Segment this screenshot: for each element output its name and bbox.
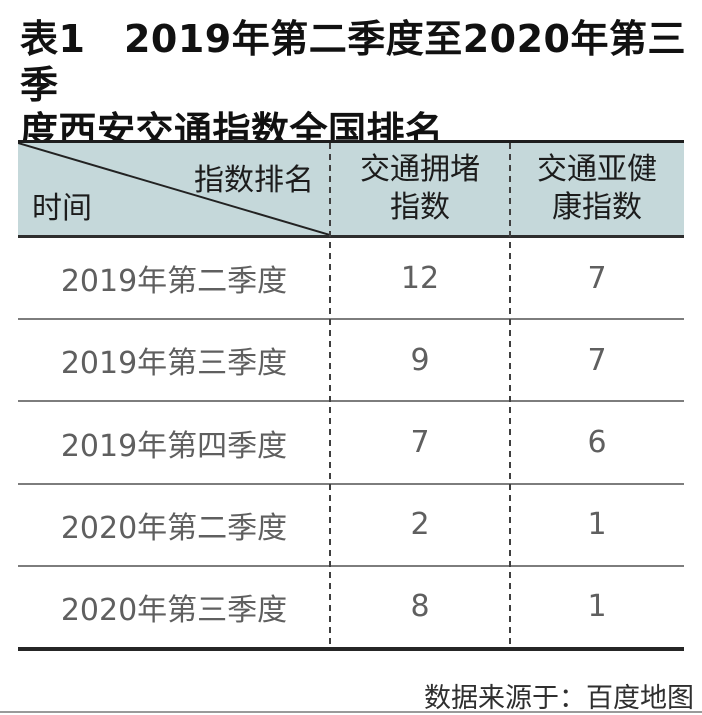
cell-subhealth-index: 7 — [587, 342, 607, 378]
cell-time: 2020年第二季度 — [60, 510, 288, 546]
table-row: 2019年第三季度 9 7 — [18, 320, 684, 403]
header-subhealth-line1: 交通亚健 — [537, 152, 657, 187]
cell-congestion-index: 8 — [410, 589, 430, 625]
corner-label-time: 时间 — [32, 191, 92, 226]
cell-subhealth-index: 1 — [587, 507, 607, 543]
traffic-index-ranking-table: 指数排名 时间 交通拥堵 指数 交通亚健 康指数 2019年第二季度 12 7 … — [18, 140, 684, 651]
cell-subhealth-index: 1 — [587, 589, 607, 625]
table-row: 2019年第四季度 7 6 — [18, 402, 684, 485]
column-divider-dashed-1 — [329, 143, 331, 647]
cell-congestion-index: 12 — [400, 260, 440, 296]
cell-time: 2019年第三季度 — [60, 346, 288, 382]
header-congestion-line1: 交通拥堵 — [360, 152, 480, 187]
table-body: 2019年第二季度 12 7 2019年第三季度 9 7 2019年第四季度 7… — [18, 238, 684, 651]
header-corner-cell: 指数排名 时间 — [18, 143, 330, 235]
corner-label-index-ranking: 指数排名 — [194, 163, 314, 198]
data-source-note: 数据来源于：百度地图 — [424, 683, 694, 714]
header-cell-congestion-index: 交通拥堵 指数 — [330, 143, 510, 235]
cell-congestion-index: 2 — [410, 507, 430, 543]
header-congestion-line2: 指数 — [390, 190, 450, 225]
table-row: 2020年第二季度 2 1 — [18, 485, 684, 567]
cell-time: 2019年第四季度 — [60, 428, 288, 464]
table-header-row: 指数排名 时间 交通拥堵 指数 交通亚健 康指数 — [18, 140, 684, 238]
table-title-line1: 表1 2019年第二季度至2020年第三季 — [20, 17, 686, 107]
cell-congestion-index: 9 — [410, 342, 430, 378]
cell-time: 2020年第三季度 — [60, 592, 288, 628]
table-row: 2020年第三季度 8 1 — [18, 567, 684, 647]
table-row: 2019年第二季度 12 7 — [18, 238, 684, 321]
cell-subhealth-index: 6 — [587, 425, 607, 460]
header-cell-subhealth-index: 交通亚健 康指数 — [510, 143, 684, 235]
column-divider-dashed-2 — [509, 143, 511, 647]
cell-congestion-index: 7 — [410, 425, 430, 460]
table-title: 表1 2019年第二季度至2020年第三季 度西安交通指数全国排名 — [20, 16, 688, 154]
header-subhealth-line2: 康指数 — [552, 190, 642, 225]
cell-time: 2019年第二季度 — [60, 264, 288, 300]
cell-subhealth-index: 7 — [587, 260, 607, 296]
page-bottom-rule — [0, 711, 702, 713]
diagonal-divider-line — [18, 143, 330, 235]
